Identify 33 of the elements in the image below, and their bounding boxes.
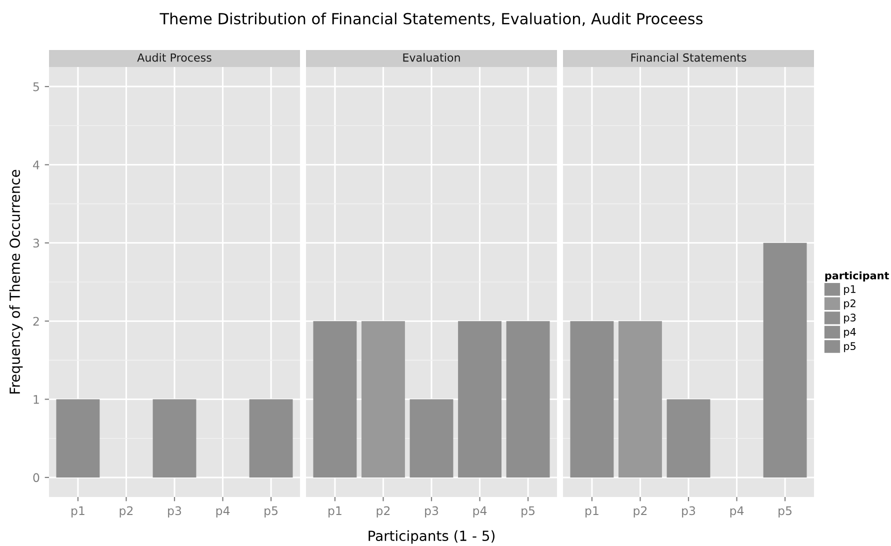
legend-title: participant	[825, 271, 889, 282]
x-tick-label: p2	[120, 506, 133, 518]
x-tick-label: p4	[730, 506, 744, 518]
legend-label: p4	[844, 328, 856, 338]
legend-label: p5	[844, 342, 856, 352]
chart-title: Financial Statements	[631, 53, 746, 62]
y-tick-label: 3	[33, 238, 40, 248]
x-tick-label: p3	[168, 506, 182, 518]
x-axis-title: Participants (1 - 5)	[368, 530, 494, 544]
y-tick-label: 5	[33, 82, 39, 92]
text: Theme Distribution of Financial Statements, Evaluation, Audit Proceess	[160, 12, 703, 26]
y-tick-label: 2	[33, 316, 39, 326]
x-tick-label: p5	[778, 506, 792, 518]
y-tick-label: 1	[34, 395, 39, 404]
legend-label: p2	[844, 299, 856, 310]
x-tick-label: p1	[328, 506, 342, 518]
y-axis-title: Frequency of Theme Occurrence	[9, 170, 23, 394]
x-tick-label: p3	[682, 506, 696, 518]
x-tick-label: p5	[522, 506, 535, 518]
x-tick-label: p1	[586, 506, 598, 518]
x-tick-label: p2	[634, 506, 647, 518]
legend-label: p1	[844, 285, 856, 295]
x-tick-label: p5	[264, 506, 278, 518]
y-tick-label: 4	[33, 160, 40, 170]
x-tick-label: p1	[72, 506, 84, 518]
chart-title: Evaluation	[403, 53, 460, 62]
x-tick-label: p4	[216, 506, 230, 518]
x-tick-label: p4	[473, 506, 487, 518]
legend-label: p3	[844, 314, 856, 324]
chart-title: Audit Process	[137, 53, 212, 62]
x-tick-label: p3	[425, 506, 438, 518]
y-tick-label: 0	[33, 473, 40, 482]
x-tick-label: p2	[376, 506, 390, 518]
